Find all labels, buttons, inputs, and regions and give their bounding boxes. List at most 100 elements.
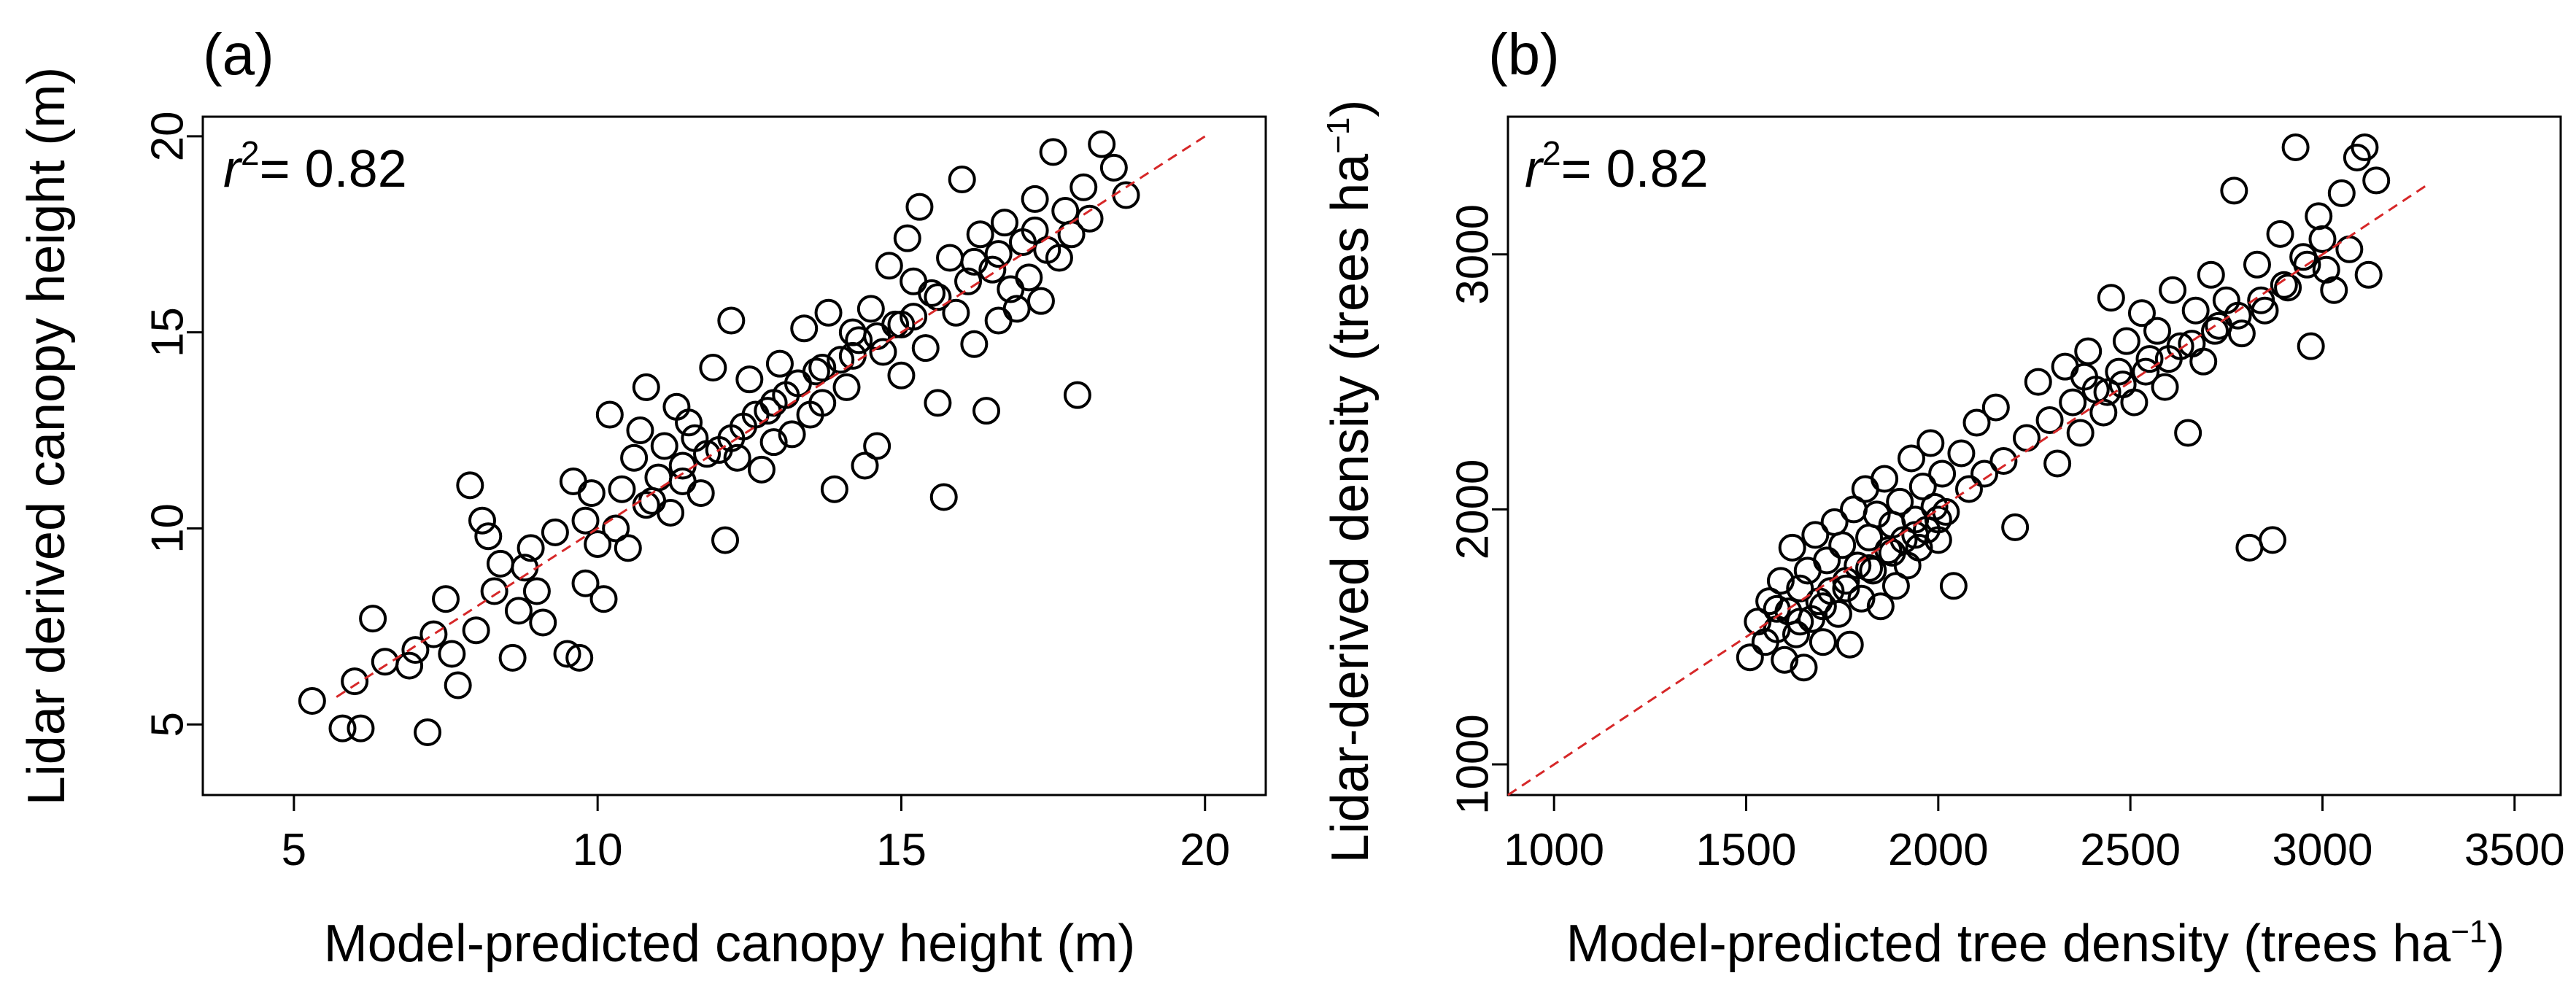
panel-a-data-point xyxy=(924,389,952,417)
panel-b-data-point xyxy=(2024,368,2052,396)
panel-a-data-point xyxy=(900,267,928,295)
panel-b-x-tick-label: 3500 xyxy=(2464,825,2565,875)
panel-a-data-point xyxy=(444,671,472,699)
panel-a-data-point xyxy=(838,318,867,346)
panel-a-data-point xyxy=(626,416,654,445)
panel-b-data-point xyxy=(1836,630,1864,659)
panel-a-data-point xyxy=(371,648,399,676)
panel-a-data-point xyxy=(328,714,357,742)
panel-b-data-point xyxy=(1859,557,1887,585)
panel-a-label: (a) xyxy=(203,22,274,87)
panel-a-x-tick-label: 20 xyxy=(1180,825,1230,875)
panel-a-data-point xyxy=(644,463,673,492)
panel-a-x-axis-title: Model-predicted canopy height (m) xyxy=(324,915,1136,973)
panel-a-data-point xyxy=(565,643,594,672)
panel-b-data-point xyxy=(2059,388,2087,416)
panel-a-data-point xyxy=(359,605,387,633)
panel-a-data-point xyxy=(414,718,442,746)
panel-b-data-point xyxy=(1809,628,1837,656)
panel-a-data-point xyxy=(474,522,503,551)
panel-b-data-point xyxy=(1886,487,1914,516)
panel-b-data-point xyxy=(2178,330,2206,358)
panel-a-data-point xyxy=(887,361,916,389)
panel-a-data-point xyxy=(462,616,490,645)
panel-b-data-point xyxy=(2354,260,2383,289)
panel-b-data-point xyxy=(2143,317,2172,345)
panel-a-data-point xyxy=(869,338,897,366)
panel-b-data-point xyxy=(1989,446,2018,475)
panel-a-y-tick-label: 5 xyxy=(143,712,193,737)
panel-a-data-point xyxy=(948,166,976,194)
panel-a-data-point xyxy=(711,526,740,554)
panel-a-data-point xyxy=(584,530,612,558)
panel-b-data-point xyxy=(1736,643,1764,672)
panel-a-data-point xyxy=(1021,216,1049,244)
panel-b-x-tick-label: 1500 xyxy=(1696,825,1797,875)
panel-a-data-point xyxy=(480,577,508,605)
panel-b-points xyxy=(1736,133,2391,682)
panel-b-data-point xyxy=(1924,505,1952,534)
panel-b-data-point xyxy=(2035,406,2064,435)
panel-b-data-point xyxy=(2181,296,2210,325)
panel-b-data-point xyxy=(2066,419,2095,447)
panel-b-data-point xyxy=(2074,337,2103,365)
panel-a-y-tick-label: 20 xyxy=(143,111,193,161)
panel-b-data-point xyxy=(1766,567,1795,595)
panel-a-data-point xyxy=(856,295,885,323)
panel-a-data-point xyxy=(808,354,837,382)
panel-b-data-point xyxy=(1947,439,1976,468)
panel-a-data-point xyxy=(401,636,430,664)
panel-b-data-point xyxy=(2112,327,2140,355)
panel-b: (b) 1000 1500 2000 2500 3000 3500 1000 2000 3000… xyxy=(1320,22,2565,973)
panel-b-data-point xyxy=(2266,220,2294,248)
panel-a-y-tick-label: 15 xyxy=(143,307,193,357)
panel-a-data-point xyxy=(802,357,830,386)
panel-a-data-point xyxy=(790,314,819,343)
panel-a-data-point xyxy=(954,267,983,295)
panel-b-data-point xyxy=(1905,533,1933,562)
panel-b-data-point xyxy=(2308,225,2337,253)
panel-a-data-point xyxy=(905,193,934,221)
panel-b-data-point xyxy=(2070,362,2098,391)
panel-a-data-point xyxy=(608,475,636,503)
panel-a-data-point xyxy=(990,209,1018,237)
panel-a-data-point xyxy=(1063,381,1091,409)
panel-a-data-point xyxy=(747,455,775,484)
panel-b-data-point xyxy=(2362,166,2391,195)
panel-a-data-point xyxy=(298,686,326,715)
panel-a-x-tick-label: 10 xyxy=(573,825,623,875)
panel-a-data-point xyxy=(808,389,837,417)
panel-b-data-point xyxy=(1863,500,1891,529)
panel-b-data-point xyxy=(2235,533,2264,562)
panel-b-data-point xyxy=(2293,250,2321,279)
panel-a-data-point xyxy=(717,306,746,335)
panel-a-data-point xyxy=(942,298,970,327)
panel-a-data-point xyxy=(614,534,642,562)
panel-b-data-point xyxy=(1939,572,1968,600)
panel-a-data-point xyxy=(911,334,940,362)
panel-a-data-point xyxy=(984,306,1013,335)
panel-a-data-point xyxy=(735,365,764,394)
panel-a-data-point xyxy=(875,252,903,280)
panel-a-plot-frame xyxy=(201,115,1267,796)
panel-b-data-point xyxy=(1897,444,1925,473)
panel-a-data-point xyxy=(723,443,751,472)
panel-a-data-point xyxy=(571,569,600,597)
panel-b-data-point xyxy=(2159,276,2187,304)
panel-b-data-point xyxy=(1786,608,1814,636)
panel-a-data-point xyxy=(571,506,600,535)
panel-b-data-point xyxy=(1954,475,1983,503)
panel-a: (a) 5 10 15 20 5 10 15 20 r2= 0.82 Model-predic… xyxy=(18,22,1267,973)
panel-b-data-point xyxy=(2132,357,2160,386)
panel-a-data-point xyxy=(1002,295,1031,323)
panel-a-data-point xyxy=(778,420,806,449)
panel-a-data-point xyxy=(529,608,557,637)
panel-a-data-point xyxy=(432,585,460,613)
panel-b-data-point xyxy=(2120,388,2148,416)
panel-a-data-point xyxy=(1021,185,1049,213)
panel-b-data-point xyxy=(1844,551,1872,580)
panel-b-data-point xyxy=(2093,378,2121,406)
panel-a-y-axis-title: Lidar derived canopy height (m) xyxy=(18,67,76,806)
panel-b-data-point xyxy=(2351,133,2379,161)
